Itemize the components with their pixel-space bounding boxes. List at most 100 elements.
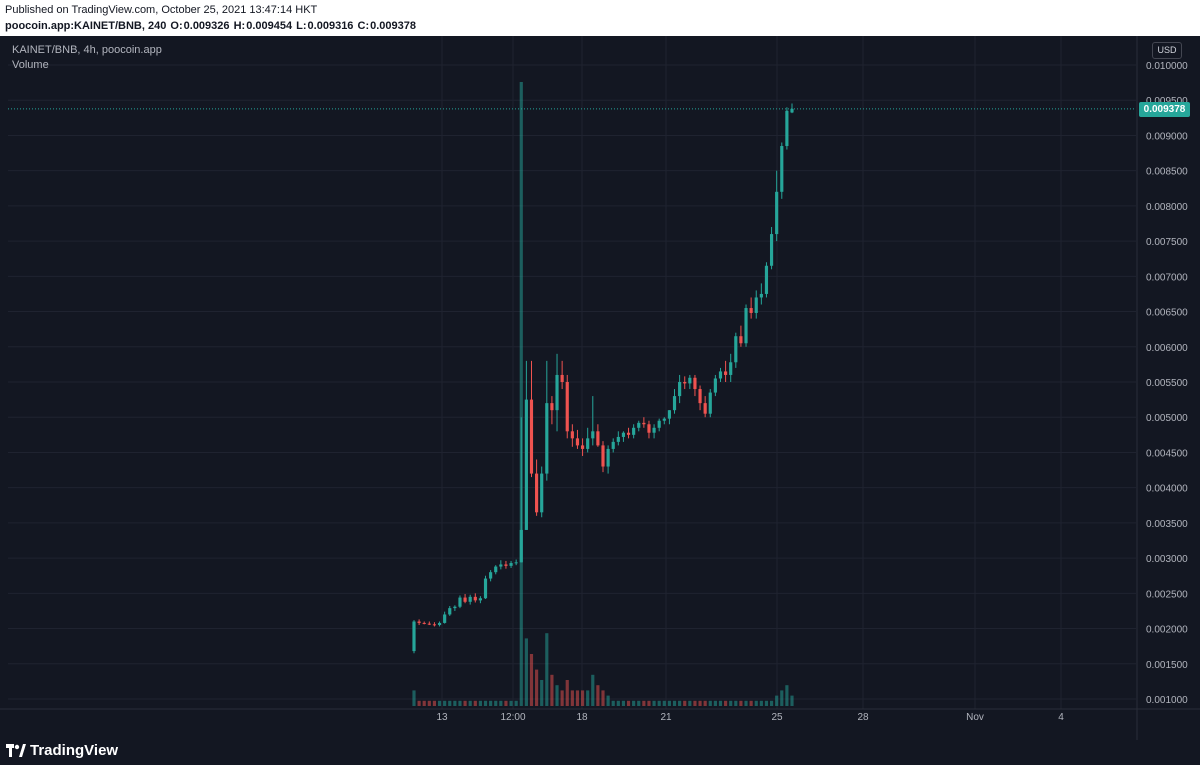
volume-bar <box>473 700 477 706</box>
candle-body <box>478 598 482 601</box>
symbol-label: poocoin.app:KAINET/BNB, 240 <box>5 20 167 32</box>
volume-bar <box>514 700 518 706</box>
y-tick-label: 0.009000 <box>1146 131 1188 142</box>
candle-body <box>739 336 743 344</box>
volume-bar <box>591 674 595 706</box>
volume-bar <box>606 695 610 706</box>
candle-body <box>412 621 416 652</box>
candle-body <box>586 438 590 449</box>
candle-body <box>718 371 723 379</box>
candle-body <box>560 374 564 382</box>
x-tick-label: 21 <box>660 712 672 723</box>
candle-body <box>703 403 707 414</box>
volume-bar <box>744 700 748 706</box>
candle-body <box>785 110 789 147</box>
candle-body <box>596 431 600 446</box>
candle-body <box>775 191 779 235</box>
volume-bar <box>693 700 697 706</box>
candle-body <box>698 389 702 404</box>
volume-bar <box>565 680 569 706</box>
close-value: 0.009378 <box>370 20 416 32</box>
open-value: 0.009326 <box>183 20 230 32</box>
y-tick-label: 0.004500 <box>1146 448 1188 459</box>
volume-bar <box>698 700 702 706</box>
publish-header: Published on TradingView.com, October 25… <box>0 0 1200 36</box>
high-value: 0.009454 <box>246 20 293 32</box>
volume-bar <box>432 700 437 706</box>
volume-bar <box>616 700 620 706</box>
candle-body <box>535 473 539 513</box>
x-tick-label: 12:00 <box>500 712 525 723</box>
candle-body <box>570 431 574 439</box>
candle-body <box>724 371 728 375</box>
candle-body <box>545 403 549 474</box>
candle-body <box>769 234 774 266</box>
candle-body <box>683 382 687 384</box>
x-tick-label: Nov <box>966 712 984 723</box>
footer: TradingView <box>0 740 1200 765</box>
volume-bar <box>713 700 717 706</box>
candle-body <box>463 597 467 602</box>
volume-bar <box>683 700 687 706</box>
candle-body <box>458 597 462 607</box>
candle-body <box>448 608 452 615</box>
volume-bar <box>626 700 631 706</box>
tradingview-logo[interactable]: TradingView <box>6 740 118 760</box>
candle-body <box>422 622 426 624</box>
y-tick-label: 0.003500 <box>1146 519 1188 530</box>
published-info: Published on TradingView.com, October 25… <box>5 4 318 16</box>
volume-bar <box>667 700 671 706</box>
volume-bar <box>580 690 585 706</box>
volume-bar <box>422 700 426 706</box>
candle-body <box>555 374 559 411</box>
candle-body <box>453 606 457 609</box>
volume-bar <box>601 690 605 706</box>
open-label: O: <box>170 20 183 32</box>
candle-body <box>509 563 513 566</box>
candle-body <box>754 297 758 313</box>
x-tick-label: 13 <box>436 712 448 723</box>
volume-bar <box>703 700 707 706</box>
candle-body <box>616 436 620 442</box>
volume-bar <box>678 700 682 706</box>
volume-bar <box>662 700 666 706</box>
volume-bar <box>642 700 646 706</box>
x-tick-label: 4 <box>1058 712 1064 723</box>
candle-body <box>647 424 651 433</box>
chart-canvas[interactable]: 0.010000 0.009500 0.009000 0.008500 0.008000… <box>0 36 1200 740</box>
volume-bar <box>417 700 421 706</box>
candle-body <box>713 378 717 393</box>
volume-bar <box>785 685 789 706</box>
volume-bar <box>596 685 600 706</box>
volume-bar <box>708 700 712 706</box>
y-tick-label: 0.007500 <box>1146 237 1188 248</box>
volume-bar <box>611 700 615 706</box>
ohlc-line: poocoin.app:KAINET/BNB, 240 O:0.009326 H… <box>5 20 417 32</box>
candle-body <box>483 578 488 599</box>
volume-bar <box>458 700 462 706</box>
volume-bar <box>448 700 452 706</box>
candle-body <box>708 392 712 414</box>
candle-body <box>637 422 641 428</box>
x-tick-label: 25 <box>771 712 783 723</box>
candle-body <box>514 562 518 564</box>
y-tick-label: 0.001000 <box>1146 695 1188 706</box>
y-tick-label: 0.008500 <box>1146 167 1188 178</box>
chart-area[interactable]: 0.010000 0.009500 0.009000 0.008500 0.008000… <box>0 36 1200 740</box>
candle-body <box>550 403 554 411</box>
volume-bar <box>739 700 743 706</box>
y-tick-label: 0.003000 <box>1146 554 1188 565</box>
volume-bar <box>519 82 523 706</box>
series-legend: KAINET/BNB, 4h, poocoin.app <box>12 44 162 56</box>
y-tick-label: 0.002000 <box>1146 625 1188 636</box>
candle-body <box>611 441 615 449</box>
candle-body <box>601 445 605 467</box>
volume-bar <box>790 695 794 706</box>
volume-bar <box>412 690 416 706</box>
currency-button[interactable]: USD <box>1152 42 1182 59</box>
volume-bar <box>529 654 534 706</box>
volume-bar <box>494 700 498 706</box>
candle-body <box>529 399 534 474</box>
candle-body <box>734 336 738 363</box>
volume-bar <box>688 700 692 706</box>
